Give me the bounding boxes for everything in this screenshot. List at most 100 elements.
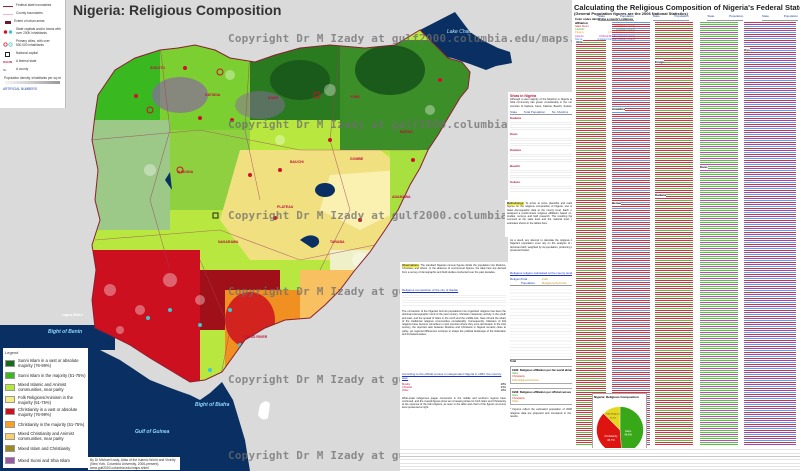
swatch-icon bbox=[5, 383, 15, 391]
table-rows bbox=[510, 184, 588, 192]
calc-panel-subtitle: (General Population figures are the 2006… bbox=[574, 11, 688, 16]
swatch-icon bbox=[5, 408, 15, 416]
col-header: State bbox=[510, 110, 518, 114]
affiliation-note: * Figures reflect the estimated populati… bbox=[510, 408, 588, 418]
key-item-national-capital: National capital bbox=[3, 50, 62, 58]
pie-label-folk: Folk Religions bbox=[606, 414, 620, 416]
state-group-header: Enugu bbox=[655, 60, 665, 64]
census-value: 48% bbox=[500, 383, 506, 386]
swatch-icon bbox=[5, 457, 15, 465]
legend-item: Mixed Islamic and Animist communities, n… bbox=[5, 381, 86, 393]
census-row: Other 18% bbox=[402, 389, 506, 392]
observations-panel: Observations: The standard Nigerian cens… bbox=[400, 262, 508, 448]
col-header: Population bbox=[619, 14, 634, 18]
swatch-icon bbox=[5, 396, 15, 404]
legend-item: Christianity in a vast or absolute major… bbox=[5, 406, 86, 418]
primary-city-ring-icon bbox=[3, 41, 13, 47]
gulf-of-guinea-label: Gulf of Guinea bbox=[135, 429, 170, 435]
line-swatch-icon bbox=[3, 13, 13, 15]
footnote-strip bbox=[400, 448, 800, 471]
legend-label: Mixed Christianity and Animist communiti… bbox=[18, 431, 74, 442]
legend-label: Christianity in the majority (51-75%) bbox=[18, 421, 85, 427]
state-label-sokoto: SOKOTO bbox=[150, 66, 166, 70]
col-header: Population bbox=[729, 14, 744, 18]
col-header: Religion bbox=[510, 277, 521, 281]
state-label-yobe: YOBE bbox=[350, 95, 360, 99]
state-label-taraba: TARABA bbox=[330, 240, 345, 244]
legend-title: Legend bbox=[5, 350, 19, 355]
table-rows bbox=[510, 120, 588, 132]
col-header: State bbox=[761, 14, 769, 18]
aff-label: Christianity bbox=[512, 375, 525, 379]
legend-label: Sunni Islam in a vast or absolute majori… bbox=[18, 358, 79, 369]
state-group-header: Anambra bbox=[612, 107, 626, 111]
ck-left: Pagans bbox=[575, 31, 584, 35]
bight-of-biafra-label: Bight of Biafra bbox=[195, 402, 230, 408]
col-header: State bbox=[598, 14, 606, 18]
col-header: Folk Religions/Animists bbox=[542, 277, 567, 285]
calc-text: As a result, any attempt to calculate th… bbox=[510, 239, 588, 252]
aff-label: Other bbox=[512, 400, 519, 404]
calc-panel-title: Calculating the Religious Composition of… bbox=[574, 3, 800, 12]
state-group-header: Kano bbox=[700, 165, 708, 169]
key-label: A federal state bbox=[16, 59, 37, 64]
shias-intro-text: Although a vast majority of the Muslims … bbox=[510, 98, 588, 108]
state-label-bauchi: BAUCHI bbox=[290, 160, 304, 164]
methodology-label: Methodology: bbox=[507, 202, 524, 205]
ck-left: Sheya bbox=[575, 38, 582, 41]
key-item-urban: Extent of urban areas bbox=[3, 18, 62, 26]
ck-left: Catholic bbox=[575, 28, 585, 32]
state-label-cross-river: CROSS RIVER bbox=[243, 335, 268, 339]
col-header-group: State Population bbox=[761, 14, 798, 21]
key-label: Primary cities, with over 500,000 inhabi… bbox=[16, 39, 50, 47]
svg-text:48.8%: 48.8% bbox=[624, 432, 632, 436]
legend: Legend Sunni Islam in a vast or absolute… bbox=[3, 348, 88, 468]
key-item-county-boundary: County boundaries bbox=[3, 10, 62, 18]
swatch-icon bbox=[5, 359, 15, 367]
key-label: Extent of urban areas bbox=[14, 19, 45, 24]
state-group: Katsina bbox=[510, 148, 521, 152]
ibadan-link[interactable]: Religious composition of the city of Iba… bbox=[402, 288, 459, 292]
observations-text-2: The conversion of the Nigerian Animist p… bbox=[402, 310, 506, 337]
legend-item: Sunni Islam in a vast or absolute majori… bbox=[5, 357, 86, 369]
federal-state-sample: OGUN bbox=[3, 60, 12, 64]
census-value: 18% bbox=[500, 389, 506, 393]
col-header-group: State Population bbox=[598, 14, 634, 21]
ck-left: Islam Sunni bbox=[575, 25, 589, 28]
census-row: Christian 34% bbox=[402, 386, 506, 389]
svg-text:38.7%: 38.7% bbox=[607, 438, 615, 442]
aff-label: Islam bbox=[512, 372, 519, 376]
census-1963-link[interactable]: According to the official census in inde… bbox=[402, 372, 502, 380]
affiliation-title: 1963: Religious affiliation per official… bbox=[512, 389, 572, 394]
methodology-text: Methodology: To arrive at some plausible… bbox=[507, 202, 588, 225]
state-label-kaduna: KADUNA bbox=[178, 170, 194, 174]
aff-label: Christianity bbox=[512, 396, 525, 400]
county-sample: Ifo bbox=[3, 68, 7, 72]
swatch-icon bbox=[5, 444, 15, 452]
state-label-gombe: GOMBE bbox=[350, 157, 364, 161]
state-label-plateau: PLATEAU bbox=[277, 205, 294, 209]
density-scale bbox=[5, 81, 60, 84]
urban-blob-icon bbox=[5, 20, 11, 24]
state-group: Bauchi bbox=[510, 164, 521, 168]
legend-item: Christianity in the majority (51-75%) bbox=[5, 418, 86, 430]
footnote-text-lines bbox=[400, 448, 800, 471]
census-row: Muslim 48% bbox=[402, 383, 506, 386]
watermark: Copyright Dr M Izady at gulf2000.columbi… bbox=[228, 32, 611, 45]
table-rows bbox=[510, 152, 588, 164]
state-label-katsina: KATSINA bbox=[205, 93, 221, 97]
col-header: State bbox=[707, 14, 715, 18]
census-label: Muslim bbox=[402, 383, 411, 386]
map-title: Nigeria: Religious Composition bbox=[73, 2, 282, 18]
key-item-state-boundary: Federal state boundaries bbox=[3, 2, 62, 10]
state-group: Sokoto bbox=[510, 180, 521, 184]
table-rows bbox=[510, 168, 588, 180]
color-key-title: Color codes identifying a county's relig… bbox=[575, 17, 634, 25]
swatch-icon bbox=[5, 371, 15, 379]
key-label: Federal state boundaries bbox=[16, 3, 52, 8]
state-group-header: Kaduna bbox=[655, 193, 667, 197]
key-item-federal-state: OGUN A federal state bbox=[3, 58, 62, 66]
key-label: State capitals and/or towns with over 20… bbox=[16, 27, 61, 35]
line-swatch-icon bbox=[3, 5, 13, 7]
affiliation-title: 1990: Religious affiliation per the worl… bbox=[512, 368, 577, 373]
